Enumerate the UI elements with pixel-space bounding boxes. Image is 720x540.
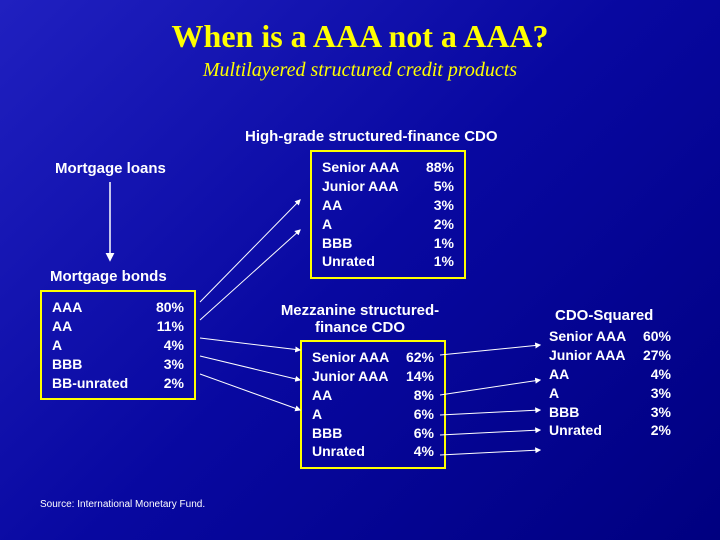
tranche-row: BBB1%: [322, 234, 454, 253]
tranche-row: BBB3%: [549, 403, 671, 422]
tranche-row: A3%: [549, 384, 671, 403]
tranche-row: BBB6%: [312, 424, 434, 443]
tranche-row: Unrated4%: [312, 442, 434, 461]
tranche-row: A2%: [322, 215, 454, 234]
tranche-row: Senior AAA88%: [322, 158, 454, 177]
tranche-row: A4%: [52, 336, 184, 355]
mezzanine-box: Senior AAA62%Junior AAA14%AA8%A6%BBB6%Un…: [300, 340, 446, 469]
cdo-squared-box: Senior AAA60%Junior AAA27%AA4%A3%BBB3%Un…: [545, 327, 675, 440]
label-mezzanine: Mezzanine structured-finance CDO: [275, 302, 445, 337]
tranche-row: A6%: [312, 405, 434, 424]
tranche-row: Junior AAA27%: [549, 346, 671, 365]
tranche-row: BBB3%: [52, 355, 184, 374]
slide-title: When is a AAA not a AAA?: [0, 0, 720, 55]
label-mortgage-loans: Mortgage loans: [55, 160, 166, 177]
tranche-row: Unrated2%: [549, 421, 671, 440]
high-grade-box: Senior AAA88%Junior AAA5%AA3%A2%BBB1%Unr…: [310, 150, 466, 279]
label-mortgage-bonds: Mortgage bonds: [50, 268, 167, 285]
slide-subtitle: Multilayered structured credit products: [0, 59, 720, 82]
tranche-row: AAA80%: [52, 298, 184, 317]
source-note: Source: International Monetary Fund.: [40, 499, 205, 510]
tranche-row: Senior AAA60%: [549, 327, 671, 346]
tranche-row: AA11%: [52, 317, 184, 336]
tranche-row: AA4%: [549, 365, 671, 384]
tranche-row: Senior AAA62%: [312, 348, 434, 367]
mortgage-bonds-box: AAA80%AA11%A4%BBB3%BB-unrated2%: [40, 290, 196, 400]
label-cdo-squared: CDO-Squared: [555, 307, 653, 324]
tranche-row: AA8%: [312, 386, 434, 405]
tranche-row: BB-unrated2%: [52, 374, 184, 393]
label-high-grade: High-grade structured-finance CDO: [245, 128, 498, 145]
tranche-row: Junior AAA14%: [312, 367, 434, 386]
tranche-row: Junior AAA5%: [322, 177, 454, 196]
tranche-row: AA3%: [322, 196, 454, 215]
tranche-row: Unrated1%: [322, 252, 454, 271]
